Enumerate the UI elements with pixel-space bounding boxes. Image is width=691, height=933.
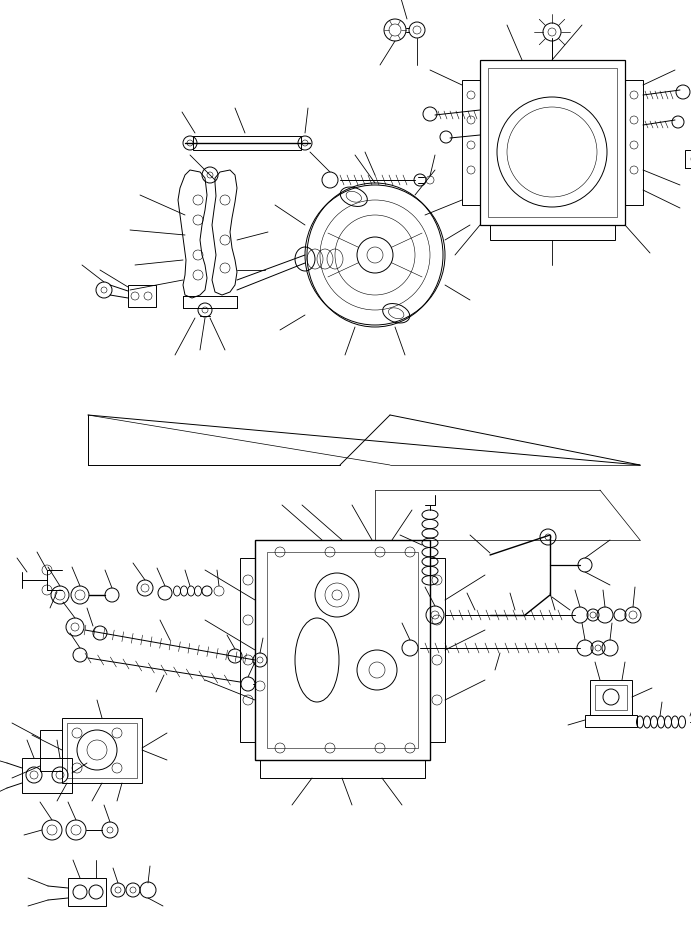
Bar	[68, 878, 106, 906]
Bar	[685, 150, 691, 168]
Bar	[40, 730, 62, 771]
Bar	[488, 68, 617, 217]
Bar	[480, 60, 625, 225]
Bar	[67, 723, 137, 778]
Bar	[462, 80, 480, 205]
Bar	[490, 225, 615, 240]
Bar	[625, 80, 643, 205]
Bar	[430, 558, 445, 742]
Bar	[128, 285, 156, 307]
Bar	[240, 558, 255, 742]
Bar	[62, 718, 142, 783]
Bar	[595, 685, 627, 710]
Bar	[260, 760, 425, 778]
Bar	[590, 680, 632, 715]
Bar	[585, 715, 637, 727]
Bar	[193, 136, 301, 150]
Bar	[22, 758, 72, 793]
